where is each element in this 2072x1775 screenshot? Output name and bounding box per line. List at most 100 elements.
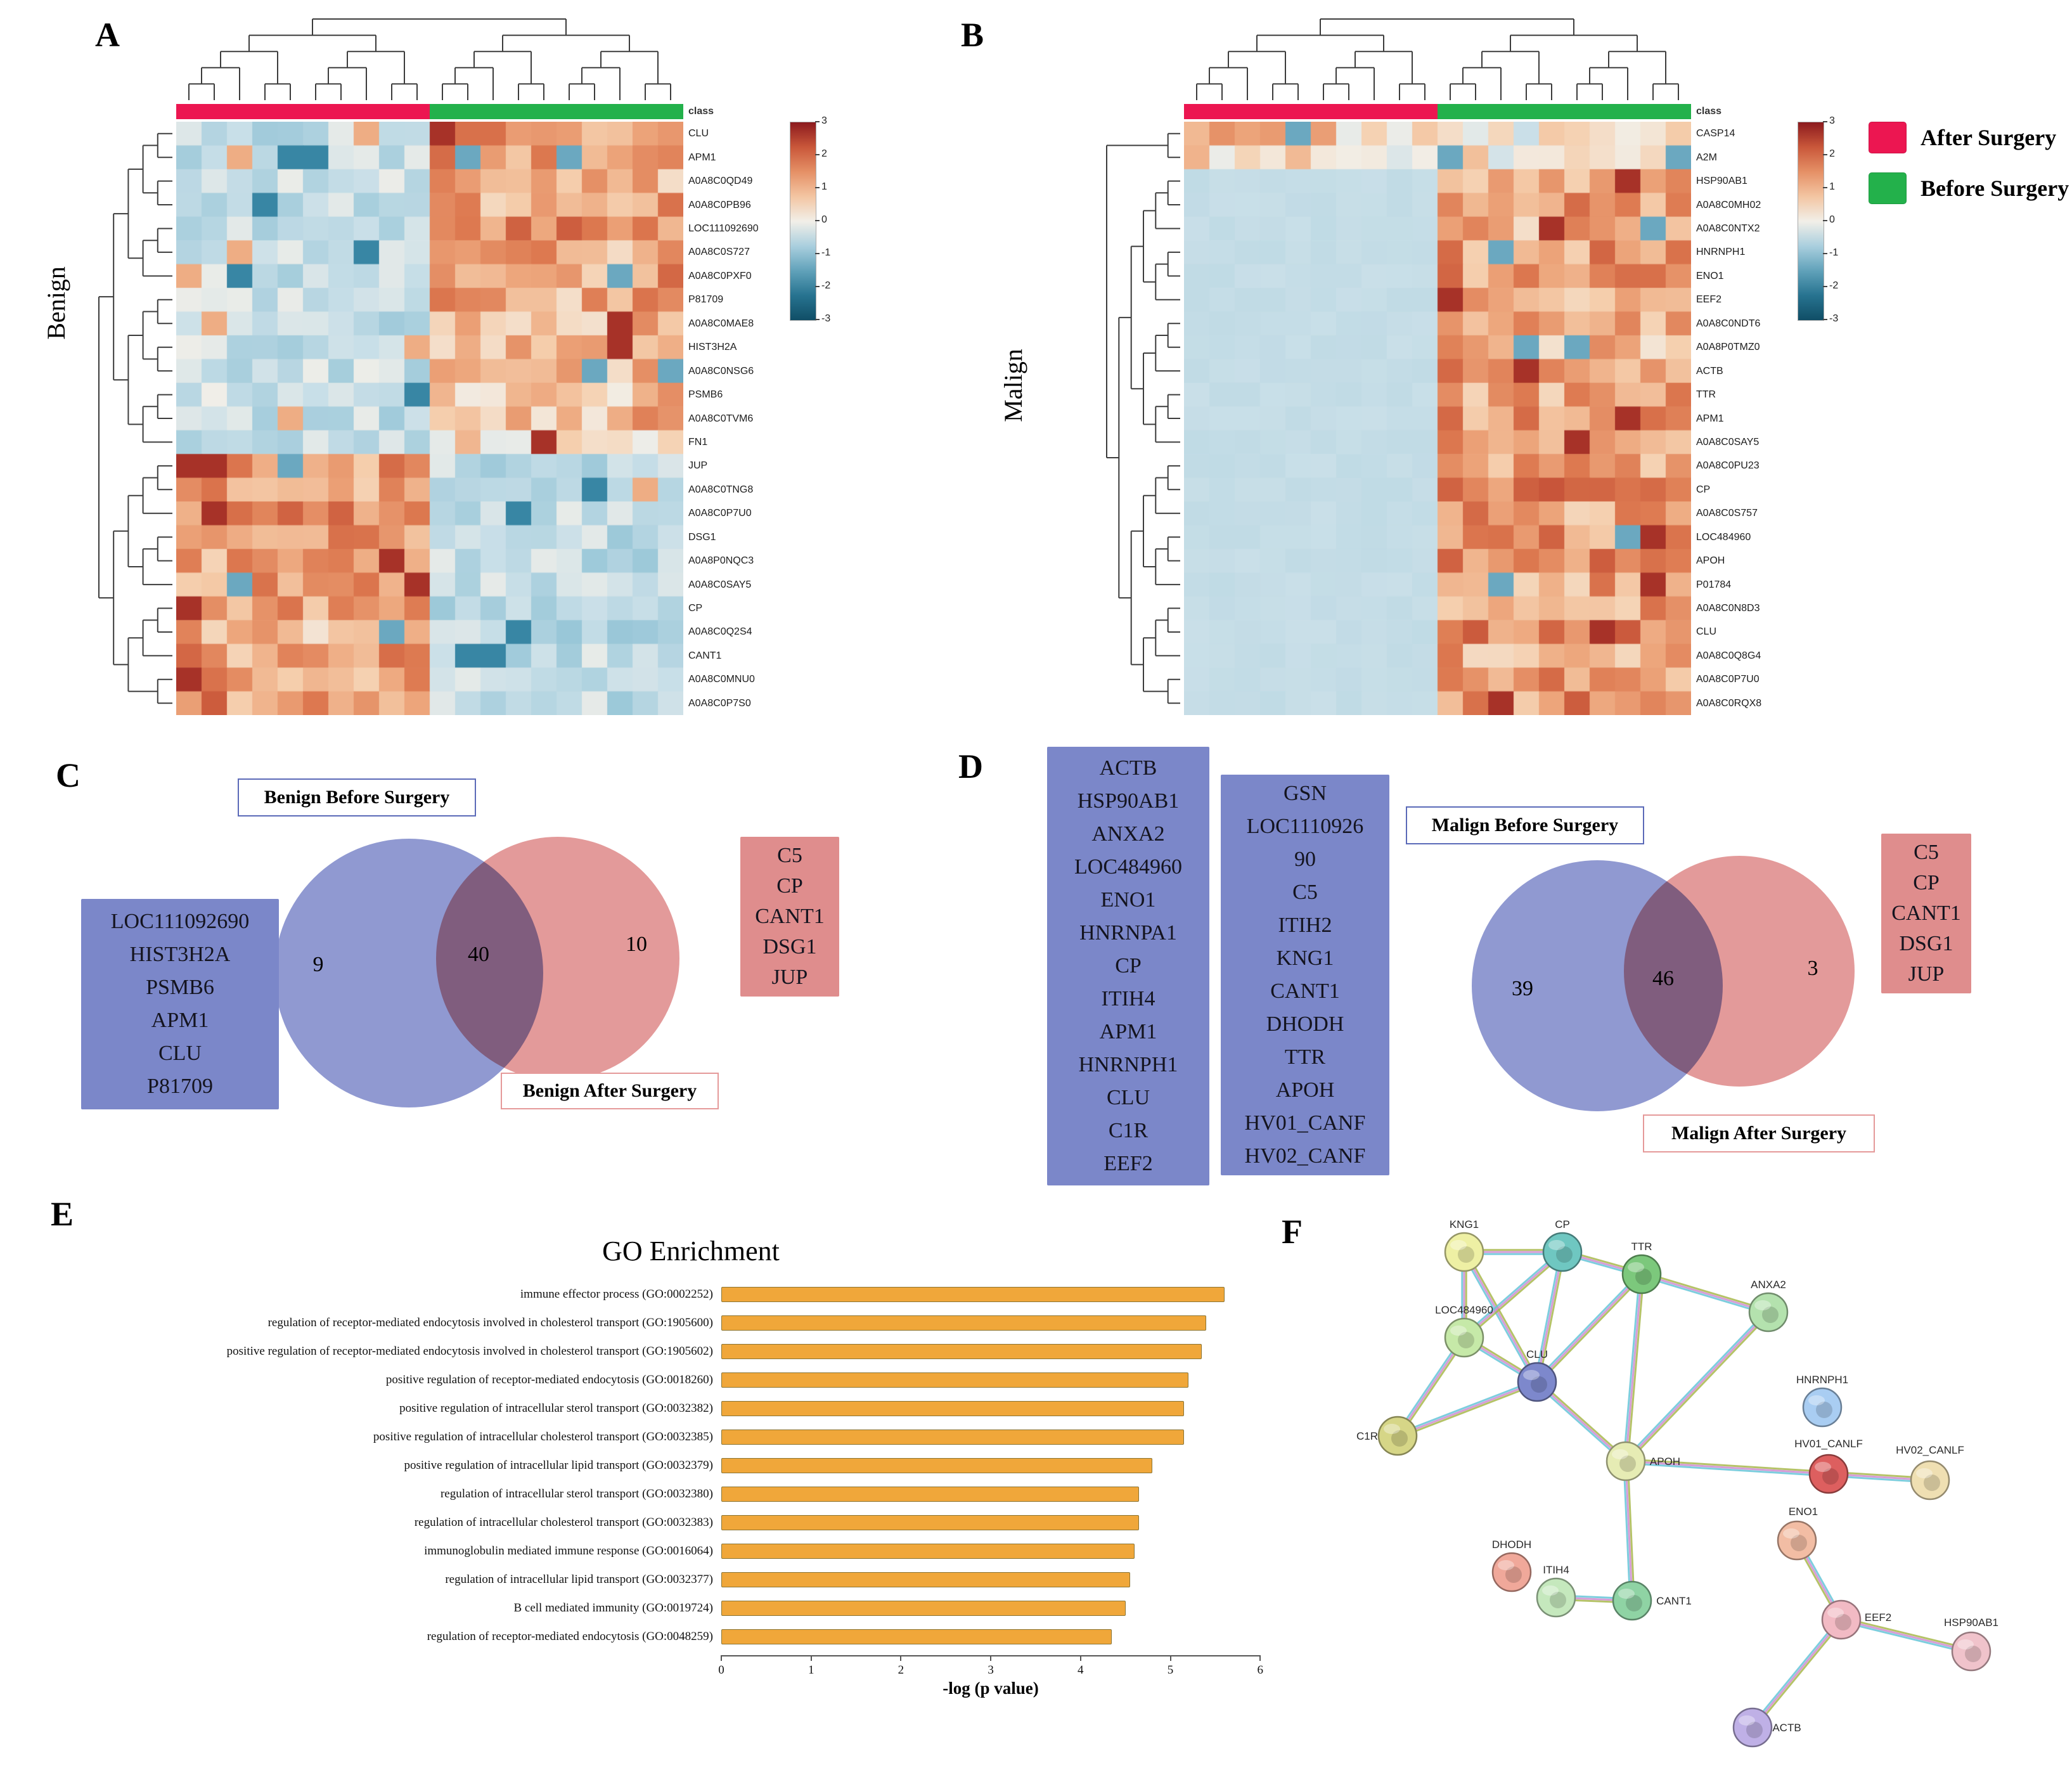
network-edge-CP-CLU — [1536, 1251, 1564, 1383]
network-node-label-HV02_CANLF: HV02_CANLF — [1896, 1444, 1964, 1456]
go-bar — [721, 1572, 1130, 1587]
gene-label: HIST3H2A — [688, 342, 737, 353]
network-node-label-TTR: TTR — [1631, 1241, 1652, 1253]
network-edge-CLU-APOH — [1535, 1382, 1626, 1464]
colorbar-tick-label: 3 — [821, 115, 827, 126]
colorbar-tick-label: 2 — [1829, 148, 1835, 159]
gene-list-item: P81709 — [147, 1075, 213, 1098]
network-node-core-HV02_CANLF — [1924, 1475, 1940, 1491]
venn-malign: 39 46 3 — [1472, 856, 1855, 1111]
network-node-core-DHODH — [1505, 1566, 1522, 1583]
network-edge-TTR-ANXA2 — [1640, 1275, 1769, 1315]
network-node-highlight — [1628, 1262, 1644, 1272]
gene-label: A0A8P0TMZ0 — [1696, 342, 1760, 353]
venn-benign-right-count: 10 — [626, 933, 647, 956]
column-dendrogram-path — [188, 18, 671, 100]
go-term-label: regulation of intracellular cholesterol … — [414, 1516, 713, 1529]
network-node-label-CLU: CLU — [1526, 1348, 1548, 1360]
network-node-highlight — [1450, 1240, 1467, 1250]
gene-list-item: CLU — [1107, 1086, 1150, 1109]
network-node-core-KNG1 — [1458, 1246, 1474, 1263]
network-edge-APOH-HV01_CANLF — [1625, 1460, 1830, 1475]
network-node-label-CANT1: CANT1 — [1656, 1595, 1692, 1607]
gene-label: A0A8C0S727 — [688, 247, 750, 258]
gene-list-item: PSMB6 — [146, 976, 214, 999]
colorbar — [1798, 122, 1824, 321]
gene-label: A0A8C0PU23 — [1696, 460, 1760, 472]
go-term-label: B cell mediated immunity (GO:0019724) — [513, 1601, 713, 1615]
network-node-core-ENO1 — [1791, 1535, 1807, 1551]
colorbar-tick-label: 1 — [821, 181, 827, 192]
gene-label: A0A8C0SAY5 — [688, 579, 752, 590]
colorbar-tick — [815, 253, 820, 254]
network-node-core-TTR — [1635, 1268, 1652, 1285]
network-node-core-CANT1 — [1626, 1595, 1642, 1611]
go-bar — [721, 1544, 1135, 1559]
network-node-core-HV01_CANLF — [1822, 1468, 1839, 1485]
gene-label: PSMB6 — [688, 389, 723, 401]
gene-label: A0A8C0S757 — [1696, 508, 1758, 519]
network-node-core-ANXA2 — [1762, 1307, 1779, 1323]
gene-list-item: LOC484960 — [1074, 855, 1182, 879]
network-edge-EEF2-HSP90AB1 — [1840, 1618, 1972, 1653]
colorbar-tick — [1823, 121, 1827, 122]
class-bar-after-surgery — [1184, 104, 1438, 119]
network-edge-CLU-C1R — [1396, 1381, 1538, 1437]
network-edge-EEF2-ACTB — [1750, 1617, 1841, 1727]
gene-list-item: CP — [776, 874, 803, 898]
network-node-core-ITIH4 — [1550, 1592, 1566, 1608]
gene-label: CP — [688, 603, 703, 614]
class-bar-after-surgery — [176, 104, 430, 119]
colorbar-tick-label: -2 — [821, 280, 831, 291]
network-node-highlight — [1957, 1639, 1974, 1649]
venn-malign-after-circle — [1624, 856, 1855, 1087]
network-edge-KNG1-CLU — [1463, 1251, 1538, 1383]
gene-label: JUP — [688, 460, 708, 472]
network-edge-CP-CLU — [1538, 1251, 1566, 1384]
gene-list-item: C5 — [1292, 881, 1318, 904]
network-node-highlight — [1542, 1585, 1559, 1596]
go-enrichment-title: GO Enrichment — [602, 1236, 780, 1267]
gene-list-item: JUP — [1908, 962, 1945, 986]
heatmap-grid — [176, 122, 683, 715]
gene-label: CP — [1696, 484, 1711, 495]
gene-list-item: HSP90AB1 — [1077, 789, 1180, 813]
network-node-core-CP — [1556, 1246, 1573, 1263]
colorbar-tick-label: -1 — [1829, 247, 1839, 258]
go-bar — [721, 1629, 1112, 1644]
go-bar — [721, 1430, 1184, 1445]
colorbar-tick — [1823, 286, 1827, 287]
colorbar-tick — [1823, 187, 1827, 188]
column-dendrogram-path — [1196, 18, 1679, 100]
network-edge-TTR-APOH — [1625, 1273, 1643, 1462]
before-surgery-label: Before Surgery — [1921, 176, 2069, 201]
gene-list-item: KNG1 — [1276, 946, 1334, 970]
x-axis-tick-label: 1 — [808, 1663, 814, 1677]
panel-b-side-label: Malign — [998, 349, 1027, 422]
gene-list-item: HIST3H2A — [129, 943, 231, 966]
colorbar-tick — [1823, 154, 1827, 155]
x-axis-tick — [1259, 1655, 1261, 1661]
gene-list-item: C5 — [777, 844, 802, 867]
colorbar-tick — [1823, 220, 1827, 221]
colorbar-tick-label: -3 — [821, 313, 831, 324]
gene-label: P01784 — [1696, 579, 1732, 590]
malign-before-surgery-title: Malign Before Surgery — [1406, 806, 1644, 844]
gene-label: A0A8C0NSG6 — [688, 365, 754, 377]
go-term-label: regulation of receptor-mediated endocyto… — [427, 1630, 713, 1643]
network-node-label-HSP90AB1: HSP90AB1 — [1944, 1617, 1998, 1629]
class-bar-label: class — [1696, 106, 1722, 117]
network-node-highlight — [1384, 1424, 1400, 1434]
panel-d-letter: D — [958, 747, 983, 785]
network-node-core-C1R — [1391, 1430, 1408, 1447]
network-node-label-C1R: C1R — [1356, 1430, 1378, 1442]
benign-after-surgery-title: Benign After Surgery — [501, 1073, 719, 1109]
go-bar — [721, 1287, 1225, 1302]
gene-label: HNRNPH1 — [1696, 247, 1746, 258]
x-axis-tick-label: 2 — [898, 1663, 904, 1677]
go-term-label: regulation of intracellular sterol trans… — [440, 1487, 713, 1501]
network-edge-EEF2-ACTB — [1751, 1618, 1843, 1729]
gene-list-item: CANT1 — [755, 905, 825, 928]
network-node-core-CLU — [1531, 1376, 1547, 1393]
gene-label: APM1 — [1696, 413, 1724, 424]
